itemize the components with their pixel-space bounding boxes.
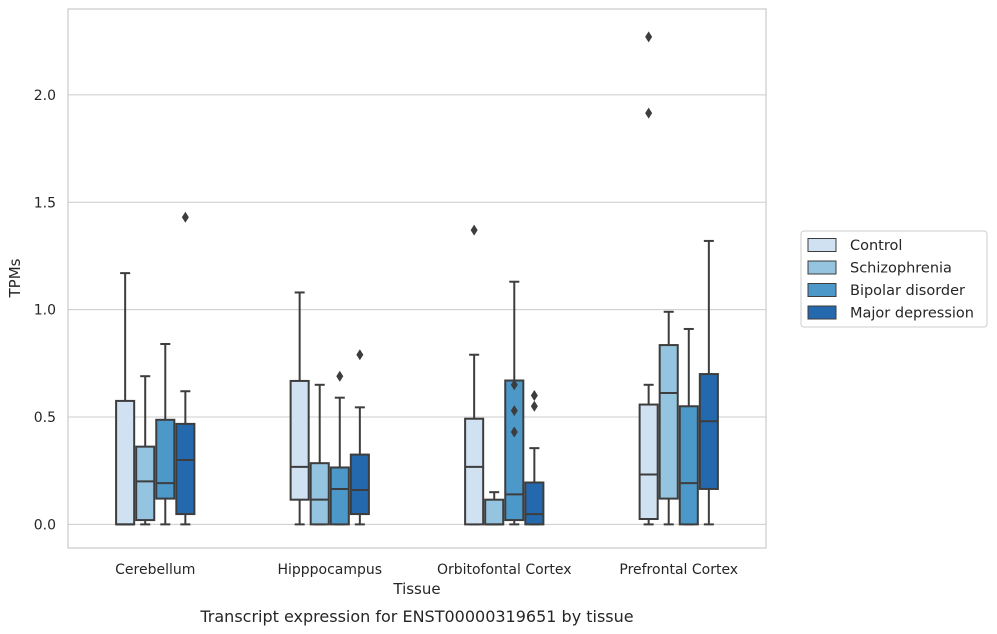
box-schizophrenia xyxy=(484,491,505,526)
box-body xyxy=(678,405,699,526)
legend-label: Major depression xyxy=(850,306,974,322)
box-control xyxy=(115,272,136,526)
y-tick-label: 0.5 xyxy=(34,410,56,426)
box-schizophrenia xyxy=(658,310,679,526)
outlier-point xyxy=(510,405,518,417)
outlier-point xyxy=(470,224,478,236)
box-schizophrenia xyxy=(135,375,156,526)
outlier-point xyxy=(510,426,518,438)
y-tick-label: 1.5 xyxy=(34,195,56,211)
box-bipolar-disorder xyxy=(678,327,699,526)
outlier-point xyxy=(645,31,653,43)
x-tick-label: Cerebellum xyxy=(115,562,195,578)
y-tick-label: 1.0 xyxy=(34,303,56,319)
box-bipolar-disorder xyxy=(504,280,525,526)
x-tick-label: Orbitofontal Cortex xyxy=(437,562,572,578)
outlier-point xyxy=(530,390,538,402)
box-body xyxy=(484,498,505,526)
box-body xyxy=(135,445,156,522)
outlier-point xyxy=(356,349,364,361)
box-body xyxy=(175,422,196,516)
legend-swatch xyxy=(807,305,837,320)
box-body xyxy=(658,344,679,500)
box-body xyxy=(638,403,659,521)
plot-frame xyxy=(67,8,767,549)
outlier-point xyxy=(336,370,344,382)
box-major-depression xyxy=(698,239,719,526)
legend-label: Bipolar disorder xyxy=(850,283,965,299)
box-body xyxy=(698,373,719,490)
box-control xyxy=(289,291,310,526)
box-bipolar-disorder xyxy=(155,342,176,526)
box-schizophrenia xyxy=(309,383,330,526)
outlier-point xyxy=(645,107,653,119)
legend-frame xyxy=(800,230,988,328)
box-body xyxy=(329,466,350,526)
box-bipolar-disorder xyxy=(329,370,350,526)
box-body xyxy=(309,462,330,526)
x-tick-labels: Cerebellum Hipppocampus Orbitofontal Corte… xyxy=(115,562,738,578)
box-body xyxy=(115,399,136,526)
legend-swatch xyxy=(807,260,837,275)
legend-label: Schizophrenia xyxy=(850,261,952,277)
box-body xyxy=(524,481,545,526)
y-tick-label: 2.0 xyxy=(34,88,56,104)
box-body xyxy=(289,379,310,501)
boxes-layer xyxy=(115,31,719,526)
y-tick-labels: 0.0 0.5 1.0 1.5 2.0 xyxy=(34,88,56,533)
box-body xyxy=(504,379,525,522)
x-axis-label: Tissue xyxy=(392,580,440,598)
box-major-depression xyxy=(175,211,196,526)
outlier-point xyxy=(530,400,538,412)
y-axis-label: TPMs xyxy=(6,258,24,298)
box-major-depression xyxy=(524,390,545,526)
x-tick-label: Prefrontal Cortex xyxy=(619,562,738,578)
box-control xyxy=(464,224,485,526)
legend: Control Schizophrenia Bipolar disorder Majo… xyxy=(800,230,988,328)
legend-label: Control xyxy=(850,238,902,254)
x-tick-label: Hipppocampus xyxy=(277,562,382,578)
box-control xyxy=(638,31,659,526)
box-body xyxy=(464,417,485,526)
y-tick-label: 0.0 xyxy=(34,517,56,533)
outlier-point xyxy=(510,379,518,391)
legend-swatch xyxy=(807,283,837,297)
chart-caption: Transcript expression for ENST0000031965… xyxy=(199,607,633,626)
box-body xyxy=(349,453,370,516)
box-major-depression xyxy=(349,349,370,526)
legend-swatch xyxy=(807,238,837,252)
outlier-point xyxy=(181,211,189,223)
box-body xyxy=(155,418,176,500)
